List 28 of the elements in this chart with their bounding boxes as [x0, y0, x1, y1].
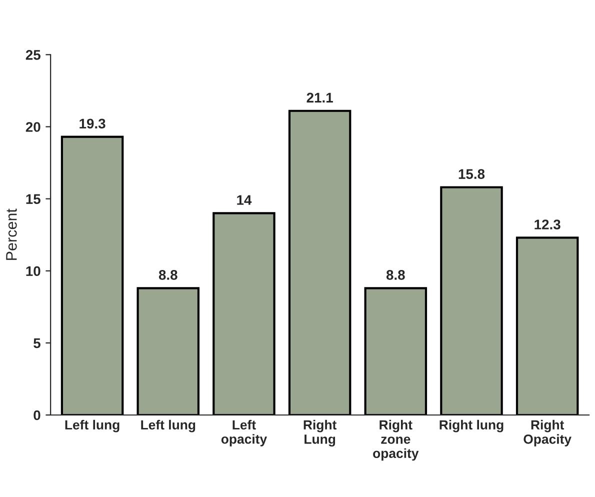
y-axis-title: Percent [6, 208, 17, 260]
y-tick-label: 10 [26, 266, 40, 276]
data-label: 12.3 [534, 220, 560, 230]
data-label: 15.8 [458, 169, 485, 179]
data-label: 14 [237, 195, 252, 205]
x-tick-label: Left lung [141, 420, 196, 432]
bar [440, 186, 503, 415]
bar [288, 110, 352, 415]
data-label: 8.8 [386, 270, 405, 280]
y-tick-label: 0 [34, 410, 40, 420]
x-tick-label: Right lung [440, 420, 504, 432]
x-tick-label: Left opacity [221, 420, 267, 446]
y-tick-label: 25 [26, 50, 40, 60]
y-tick-label: 20 [26, 122, 40, 132]
bar [60, 136, 124, 415]
bar [136, 287, 200, 415]
x-tick-label: Right Lung [304, 420, 337, 446]
data-label: 19.3 [80, 118, 106, 129]
y-tick-label: 5 [34, 338, 40, 348]
bar [516, 236, 579, 415]
data-label: 21.1 [306, 92, 333, 102]
x-tick-label: Left lung [65, 420, 120, 432]
x-tick-label: Right zone opacity [373, 420, 419, 461]
bar [212, 212, 276, 415]
x-tick-label: Right Opacity [524, 420, 572, 446]
y-tick-label: 15 [26, 194, 40, 204]
data-label: 8.8 [158, 270, 178, 280]
bar [364, 287, 428, 415]
